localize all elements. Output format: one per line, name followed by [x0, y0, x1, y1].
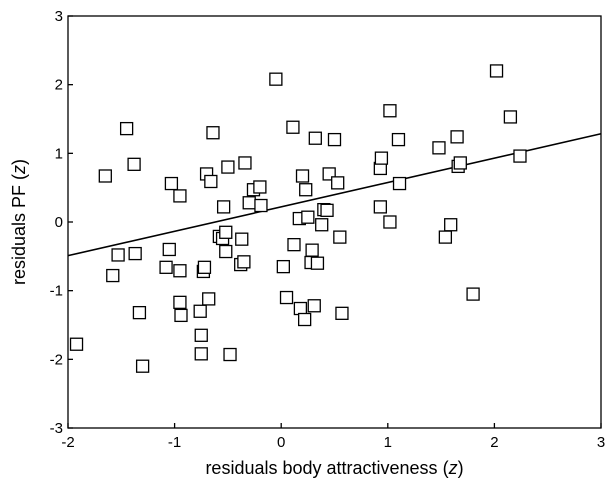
data-point [128, 246, 142, 261]
x-tick-label: 2 [490, 434, 498, 451]
data-point [315, 218, 329, 232]
data-point [235, 232, 249, 246]
data-point [219, 244, 233, 259]
data-point [197, 260, 212, 274]
data-point [374, 151, 389, 165]
x-axis-title-text: residuals body attractiveness [205, 458, 437, 478]
x-tick-label: -2 [61, 434, 74, 451]
x-axis-title-variable: z [448, 458, 458, 478]
data-point [253, 180, 267, 194]
data-point [299, 183, 313, 197]
data-point [173, 295, 187, 309]
data-point [293, 301, 308, 316]
y-tick-label: 0 [55, 214, 63, 231]
data-point [219, 225, 233, 239]
data-point [320, 203, 334, 217]
y-axis-title: residuals PF (z) [9, 159, 29, 285]
data-point [162, 242, 176, 257]
data-point [305, 243, 319, 257]
x-tick-label: 3 [597, 434, 605, 451]
x-tick-label: 0 [277, 434, 285, 451]
fit-line-layer [67, 132, 602, 257]
data-point [383, 215, 397, 229]
data-point [307, 299, 321, 313]
data-point [173, 189, 187, 203]
data-point [331, 176, 345, 190]
data-point [111, 248, 125, 262]
data-point [287, 238, 301, 252]
data-point [301, 210, 315, 224]
data-point [238, 156, 252, 170]
data-point [276, 259, 290, 274]
data-point [489, 64, 504, 78]
data-point [298, 312, 312, 327]
y-axis-title-variable: z [9, 165, 29, 175]
data-point [223, 347, 237, 362]
data-point [308, 131, 322, 145]
data-point [432, 141, 446, 155]
data-point [69, 337, 84, 351]
y-axis-title-text: residuals PF [9, 185, 29, 285]
x-tick-label: 1 [384, 434, 392, 451]
data-point [279, 290, 294, 305]
data-point [466, 287, 480, 301]
data-point [204, 174, 218, 189]
data-point [194, 328, 208, 342]
data-point [444, 218, 458, 232]
data-point [119, 121, 134, 136]
data-point [237, 255, 251, 269]
data-point [202, 292, 216, 306]
y-tick-label: -3 [50, 420, 63, 437]
data-point [286, 120, 300, 134]
data-point [327, 132, 342, 147]
points-layer [69, 64, 527, 373]
data-point [450, 130, 464, 144]
y-tick-label: 1 [55, 145, 63, 162]
data-point [194, 347, 208, 361]
data-point [174, 308, 188, 323]
data-point [383, 104, 397, 118]
data-point [503, 110, 518, 124]
data-point [391, 132, 406, 147]
data-point [242, 196, 256, 210]
data-point [98, 169, 112, 183]
data-point [159, 260, 173, 274]
data-point [193, 304, 207, 318]
data-point [132, 305, 147, 320]
x-axis-title: residuals body attractiveness (z) [205, 458, 463, 478]
data-point [254, 198, 268, 213]
data-point [164, 176, 179, 191]
data-point [127, 157, 141, 171]
y-tick-label: 2 [55, 77, 63, 94]
data-point [453, 156, 467, 170]
data-point [310, 256, 325, 270]
data-point [106, 268, 120, 283]
plot-frame [67, 15, 602, 429]
data-point [373, 200, 387, 214]
x-tick-label: -1 [168, 434, 181, 451]
data-point [333, 230, 347, 244]
data-point [206, 126, 220, 140]
y-tick-label: 3 [55, 8, 63, 25]
regression-line [67, 132, 602, 257]
data-point [513, 149, 527, 163]
data-point [221, 160, 235, 174]
data-point [135, 359, 150, 373]
y-tick-label: -2 [50, 351, 63, 368]
data-point [295, 169, 310, 183]
data-point [216, 200, 231, 214]
data-point [392, 176, 407, 191]
data-point [173, 264, 187, 278]
data-point [335, 306, 349, 320]
data-point [438, 230, 453, 244]
y-tick-label: -1 [50, 283, 63, 300]
data-point [269, 72, 283, 86]
